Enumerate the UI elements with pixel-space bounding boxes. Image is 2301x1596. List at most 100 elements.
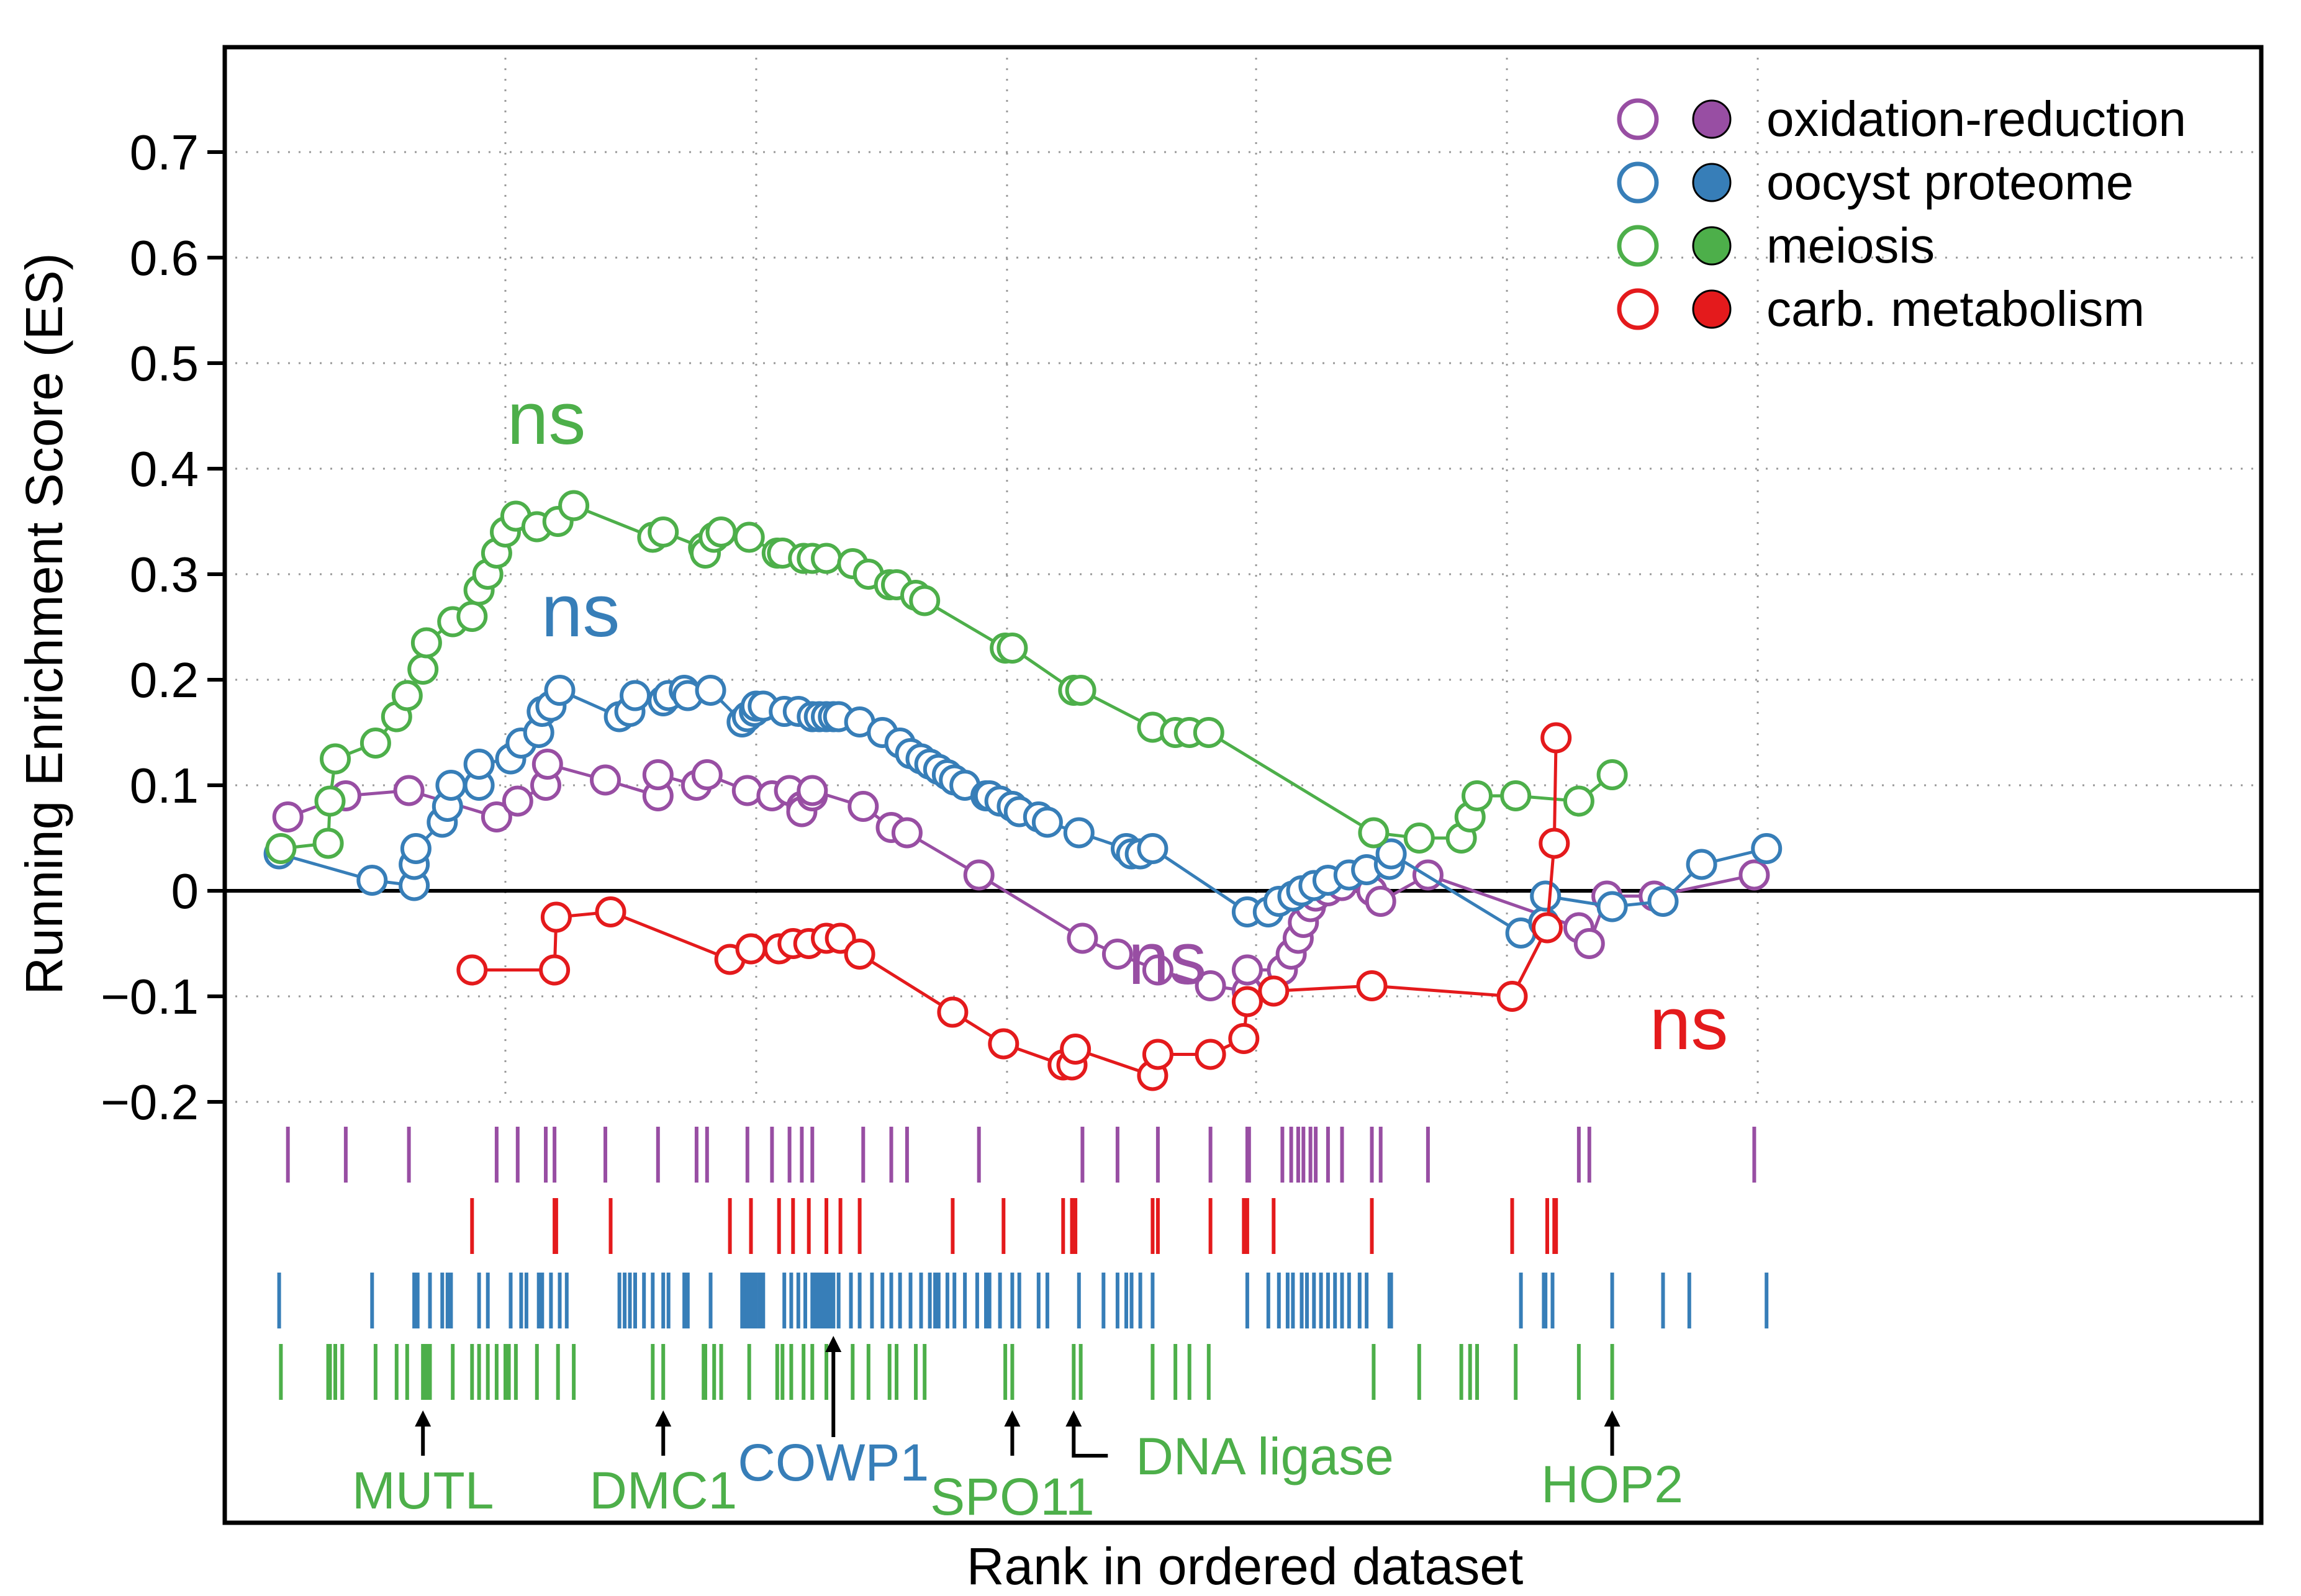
- legend-filled-marker: [1692, 163, 1732, 202]
- data-point: [1258, 975, 1290, 1007]
- arrow-head: [1004, 1410, 1021, 1427]
- legend-entry: carb. metabolism: [1617, 281, 2145, 336]
- arrow-shaft: [1072, 1415, 1108, 1458]
- data-point: [691, 759, 723, 790]
- data-point: [1751, 833, 1783, 864]
- data-point: [705, 516, 737, 548]
- data-point: [481, 801, 512, 832]
- data-point: [997, 633, 1028, 664]
- data-point: [1067, 922, 1098, 954]
- data-point: [1365, 886, 1396, 917]
- arrow-head: [825, 1336, 842, 1352]
- data-point: [937, 996, 969, 1028]
- legend-filled-marker: [1692, 99, 1732, 139]
- y-tick-label: 0.5: [130, 336, 199, 391]
- legend-entry: oxidation-reduction: [1617, 91, 2186, 147]
- data-point: [797, 775, 828, 806]
- data-point: [1195, 1039, 1226, 1070]
- data-point: [1496, 981, 1528, 1012]
- data-point: [1573, 928, 1605, 959]
- data-point: [620, 680, 651, 711]
- data-point: [407, 654, 439, 685]
- y-tick-label: 0.2: [130, 652, 199, 708]
- data-point: [1358, 817, 1390, 849]
- data-point: [1738, 859, 1770, 891]
- data-point: [1195, 970, 1226, 1001]
- data-point: [811, 543, 842, 574]
- legend-filled-marker: [1692, 226, 1732, 266]
- gene-label: SPO11: [930, 1468, 1095, 1526]
- legend-label: oxidation-reduction: [1766, 91, 2186, 147]
- y-tick-label: 0.7: [130, 125, 199, 180]
- gene-annotation-cowp1: COWP1: [738, 1336, 929, 1492]
- data-point: [648, 516, 679, 548]
- significance-label: ns: [1128, 917, 1207, 1000]
- data-point: [435, 770, 467, 801]
- data-point: [502, 785, 533, 817]
- data-point: [400, 833, 432, 864]
- data-point: [531, 749, 563, 780]
- gene-label: COWP1: [738, 1433, 929, 1492]
- gene-annotation-dna-ligase: DNA ligase: [1065, 1410, 1394, 1486]
- data-point: [988, 1028, 1019, 1060]
- data-point: [595, 896, 626, 927]
- data-point: [1060, 1034, 1092, 1065]
- gene-annotation-spo11: SPO11: [930, 1410, 1095, 1526]
- legend-entry: meiosis: [1617, 218, 1935, 273]
- legend-filled-marker: [1692, 289, 1732, 329]
- data-point: [1540, 722, 1572, 754]
- data-point: [1142, 954, 1173, 986]
- data-point: [1137, 833, 1169, 864]
- data-point: [1375, 838, 1407, 870]
- data-point: [463, 749, 495, 780]
- data-point: [590, 764, 621, 796]
- data-point: [1596, 759, 1628, 790]
- y-tick-label: 0.3: [130, 547, 199, 602]
- data-point: [410, 627, 442, 659]
- data-point: [731, 775, 763, 806]
- data-point: [1530, 880, 1562, 912]
- data-point: [891, 817, 923, 849]
- legend-label: carb. metabolism: [1766, 281, 2145, 336]
- data-point: [456, 601, 488, 632]
- data-point: [391, 680, 423, 711]
- data-point: [1500, 780, 1532, 811]
- y-tick-label: 0: [171, 863, 199, 919]
- data-point: [544, 675, 576, 706]
- data-point: [1231, 954, 1263, 986]
- data-point: [1686, 849, 1717, 880]
- gene-label: HOP2: [1541, 1455, 1683, 1513]
- y-tick-label: 0.6: [130, 230, 199, 286]
- rug-oocyst-proteome: [277, 1273, 1769, 1328]
- data-point: [1563, 785, 1594, 817]
- significance-label: ns: [1650, 982, 1729, 1065]
- rug-carb-metabolism: [470, 1198, 1558, 1254]
- data-point: [1596, 891, 1628, 922]
- data-point: [1193, 717, 1224, 748]
- gene-label: DNA ligase: [1136, 1427, 1394, 1486]
- data-point: [1532, 912, 1563, 944]
- data-point: [1142, 1039, 1173, 1070]
- gene-rug-layer: [277, 1127, 1769, 1400]
- data-point: [539, 954, 571, 986]
- data-point: [393, 775, 425, 806]
- series-meiosis: [265, 490, 1628, 864]
- data-point: [359, 728, 391, 759]
- gene-label: DMC1: [589, 1461, 737, 1520]
- legend-open-marker: [1617, 225, 1659, 267]
- series-carb-metabolism: [456, 722, 1572, 1091]
- series-layer: [263, 490, 1783, 1091]
- data-point: [735, 933, 767, 965]
- x-axis-label: Rank in ordered dataset: [967, 1537, 1524, 1595]
- data-point: [1231, 986, 1263, 1017]
- data-point: [963, 859, 995, 891]
- legend-open-marker: [1617, 288, 1659, 330]
- gene-label: MUTL: [352, 1461, 494, 1520]
- y-tick-label: 0.1: [130, 758, 199, 813]
- legend-open-marker: [1617, 98, 1659, 140]
- data-point: [1462, 780, 1493, 811]
- data-point: [642, 759, 674, 790]
